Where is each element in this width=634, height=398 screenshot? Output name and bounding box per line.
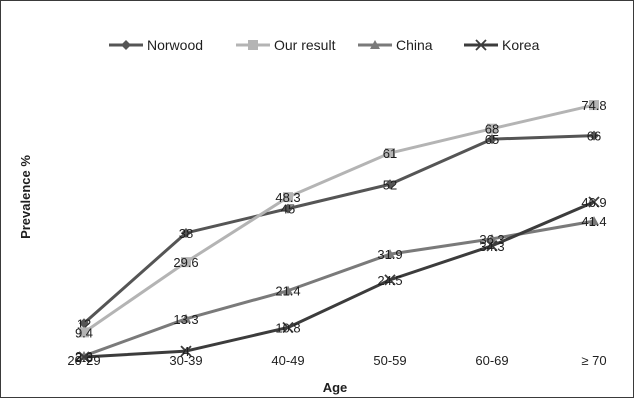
data-point (487, 233, 497, 243)
data-label: 10.8 (275, 320, 300, 335)
data-label: 48.3 (275, 190, 300, 205)
legend-marker (370, 40, 380, 49)
data-point (385, 148, 395, 159)
series-line (83, 200, 595, 359)
legend-item: China (358, 37, 433, 53)
data-label: 74.8 (581, 98, 606, 113)
data-point (589, 100, 599, 111)
data-point (181, 313, 191, 323)
data-label: 31.9 (377, 247, 402, 262)
legend-item: Korea (464, 37, 540, 53)
data-label: 9.4 (75, 325, 93, 340)
data-label: 46.9 (581, 195, 606, 210)
legend-marker (475, 39, 487, 51)
data-label: 24.5 (377, 273, 402, 288)
data-point (283, 203, 293, 214)
x-tick-label: ≥ 70 (581, 353, 606, 368)
data-point (282, 321, 294, 334)
data-point (384, 274, 396, 286)
data-point (486, 240, 498, 252)
data-point (180, 345, 192, 357)
data-label: 61 (383, 146, 397, 161)
data-point (181, 227, 191, 238)
x-tick-label: 50-59 (373, 353, 406, 368)
series-korea: 2.3 4 10.8 24.5 34.3 46.9 (75, 195, 607, 365)
data-label: 29.6 (173, 255, 198, 270)
data-label: 4 (182, 344, 189, 359)
data-point (181, 257, 191, 268)
data-point (78, 351, 90, 363)
legend: Norwood Our result China Korea (109, 37, 540, 53)
y-axis-title: Prevalence % (18, 155, 33, 239)
series-our-result: 9.4 29.6 48.3 61 68 74.8 (75, 98, 607, 340)
data-point (588, 196, 600, 208)
data-point (79, 318, 89, 329)
legend-marker (121, 40, 131, 50)
data-label: 45 (281, 202, 295, 217)
legend-item: Our result (236, 37, 336, 53)
data-label: 52 (383, 177, 397, 192)
data-label: 41.4 (581, 214, 606, 229)
x-tick-label: 40-49 (271, 353, 304, 368)
data-point (283, 192, 293, 203)
data-label: 68 (485, 122, 499, 137)
legend-label: Korea (502, 37, 540, 53)
data-label: 38 (179, 226, 193, 241)
data-label: 66 (587, 129, 601, 144)
data-label: 13.3 (173, 312, 198, 327)
legend-marker (248, 40, 258, 50)
x-axis-title: Age (323, 380, 348, 395)
data-point (385, 249, 395, 259)
legend-label: Our result (274, 37, 336, 53)
data-label: 21.4 (275, 284, 300, 299)
x-tick-label: 20-29 (67, 353, 100, 368)
data-point (79, 327, 89, 338)
data-point (487, 123, 497, 134)
series-line (83, 103, 595, 334)
data-point (589, 130, 599, 141)
series-line (83, 134, 595, 325)
data-point (283, 285, 293, 295)
series-line (83, 219, 595, 358)
data-label: 65 (485, 132, 499, 147)
data-point (487, 134, 497, 145)
legend-label: Norwood (147, 37, 203, 53)
x-axis-ticks: 20-29 30-39 40-49 50-59 60-69 ≥ 70 (67, 353, 606, 368)
data-label: 2.3 (75, 350, 93, 365)
data-label: 34.3 (479, 239, 504, 254)
legend-label: China (396, 37, 433, 53)
legend-item: Norwood (109, 37, 203, 53)
data-point (589, 216, 599, 226)
series-china: 2.613.321.431.936.341.4 (75, 214, 607, 364)
x-tick-label: 30-39 (169, 353, 202, 368)
x-tick-label: 60-69 (475, 353, 508, 368)
data-point (385, 179, 395, 190)
